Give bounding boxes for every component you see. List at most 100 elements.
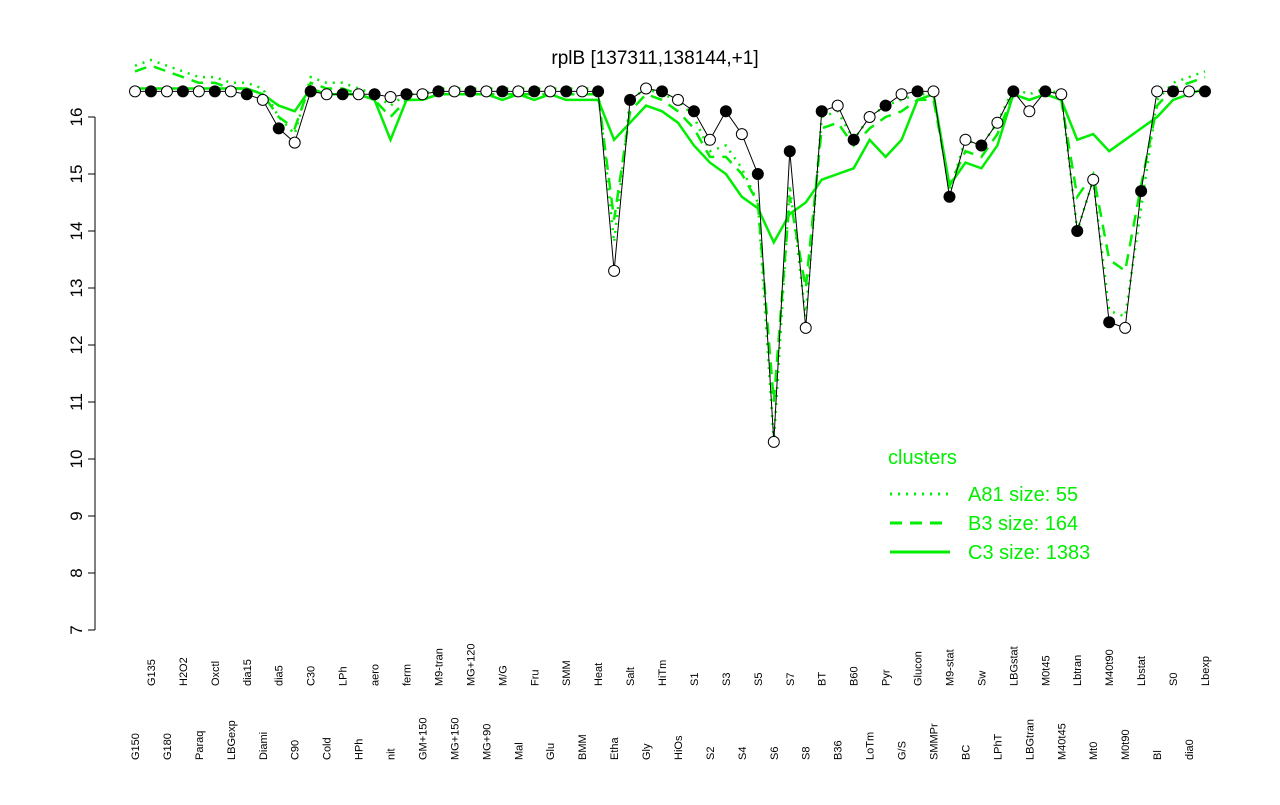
- y-tick-label: 8: [67, 568, 86, 577]
- data-point: [304, 85, 317, 98]
- data-point: [799, 321, 812, 334]
- data-point: [176, 85, 189, 98]
- x-tick-label: G135: [146, 659, 158, 686]
- x-tick-label: Lbexp: [1200, 656, 1212, 686]
- x-tick-label: Mt0: [1088, 742, 1100, 760]
- y-tick-label: 16: [67, 108, 86, 127]
- y-tick-label: 10: [67, 450, 86, 469]
- x-tick-label: Glucon: [913, 651, 925, 686]
- x-tick-label: S3: [721, 673, 733, 686]
- data-point: [719, 105, 732, 118]
- legend-label: A81 size: 55: [968, 484, 1078, 506]
- data-point: [416, 88, 429, 101]
- data-point: [144, 85, 157, 98]
- data-point: [256, 93, 269, 106]
- data-point: [895, 88, 908, 101]
- data-point: [640, 82, 653, 95]
- data-point: [432, 85, 445, 98]
- x-tick-label: S4: [737, 747, 749, 760]
- x-tick-label: S7: [785, 673, 797, 686]
- x-tick-label: Bl: [1152, 750, 1164, 760]
- x-tick-label: C30: [306, 666, 318, 686]
- data-point: [576, 85, 589, 98]
- x-tick-label: S6: [769, 747, 781, 760]
- data-point: [288, 136, 301, 149]
- x-tick-label: M0t90: [1120, 729, 1132, 760]
- x-tick-label: LPh: [338, 666, 350, 686]
- y-tick-label: 14: [67, 222, 86, 241]
- data-point: [927, 85, 940, 98]
- data-point: [656, 85, 669, 98]
- x-tick-label: dia5: [274, 665, 286, 686]
- x-tick-label: Lbstat: [1136, 656, 1148, 686]
- x-tick-label: G180: [162, 733, 174, 760]
- data-point: [815, 105, 828, 118]
- y-tick-label: 12: [67, 336, 86, 355]
- data-point: [240, 88, 253, 101]
- data-point: [320, 88, 333, 101]
- data-point: [448, 85, 461, 98]
- data-point: [208, 85, 221, 98]
- data-point: [847, 133, 860, 146]
- x-tick-label: Heat: [593, 663, 605, 686]
- x-tick-label: B60: [849, 666, 861, 686]
- x-tick-label: Oxctl: [210, 661, 222, 686]
- x-tick-label: C90: [290, 740, 302, 760]
- x-tick-label: G150: [130, 733, 142, 760]
- data-point: [703, 133, 716, 146]
- data-point: [863, 111, 876, 123]
- data-point: [783, 145, 796, 158]
- data-point: [608, 264, 621, 277]
- x-tick-label: Salt: [625, 667, 637, 686]
- legend-label: B3 size: 164: [968, 513, 1078, 535]
- data-point: [1023, 105, 1036, 118]
- x-tick-label: MG+120: [465, 644, 477, 687]
- x-tick-label: M0t45: [1040, 655, 1052, 686]
- data-point: [624, 93, 637, 106]
- x-tick-label: S1: [689, 673, 701, 686]
- x-tick-label: Etha: [609, 736, 621, 760]
- data-point: [129, 85, 141, 98]
- y-tick-label: 15: [67, 165, 86, 184]
- x-tick-label: S2: [705, 747, 717, 760]
- x-tick-label: LoTm: [865, 732, 877, 760]
- x-tick-label: G/S: [897, 741, 909, 760]
- x-tick-label: Sw: [976, 671, 988, 686]
- data-point: [336, 88, 349, 101]
- data-point: [1103, 316, 1116, 329]
- x-tick-label: GM+150: [417, 718, 429, 761]
- data-point: [975, 139, 988, 152]
- x-tick-label: Fru: [529, 670, 541, 687]
- data-point: [160, 85, 173, 98]
- data-point: [1055, 88, 1068, 101]
- x-tick-label: dia0: [1184, 739, 1196, 760]
- data-point: [1007, 85, 1020, 98]
- data-point: [512, 85, 525, 98]
- data-point: [1119, 321, 1132, 334]
- x-tick-label: MG+90: [481, 724, 493, 760]
- x-tick-label: BMM: [577, 734, 589, 760]
- x-tick-label: Mal: [513, 742, 525, 760]
- data-point: [751, 168, 764, 180]
- x-tick-label: M40t45: [1056, 723, 1068, 760]
- data-point: [735, 128, 748, 141]
- data-point: [671, 93, 684, 106]
- data-point: [192, 85, 205, 98]
- data-point: [1183, 85, 1196, 98]
- x-tick-label: ferm: [401, 664, 413, 686]
- x-tick-label: HPh: [354, 739, 366, 760]
- data-point: [464, 85, 477, 98]
- data-point: [1135, 185, 1148, 198]
- data-point: [480, 85, 493, 98]
- y-tick-label: 9: [67, 511, 86, 520]
- x-tick-label: dia15: [242, 659, 254, 686]
- chart-title: rplB [137311,138144,+1]: [551, 48, 758, 69]
- legend-label: C3 size: 1383: [968, 542, 1090, 564]
- x-tick-label: aero: [370, 664, 382, 686]
- data-point: [879, 99, 892, 112]
- y-tick-label: 11: [67, 393, 86, 411]
- data-point: [544, 85, 557, 98]
- x-tick-label: M40t90: [1104, 649, 1116, 686]
